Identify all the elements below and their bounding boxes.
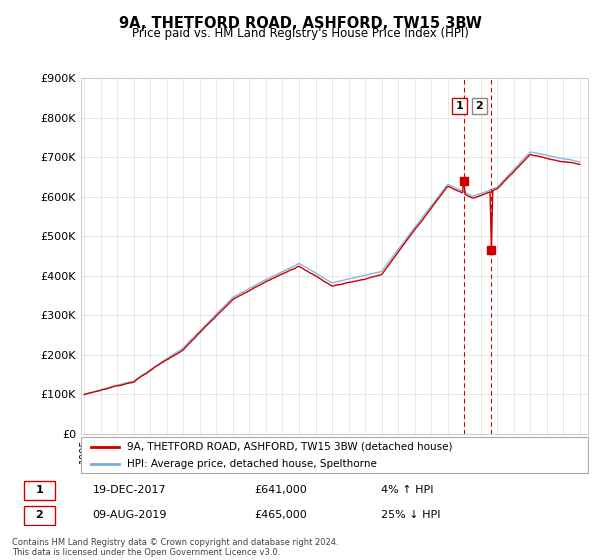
FancyBboxPatch shape (23, 506, 55, 525)
FancyBboxPatch shape (23, 480, 55, 500)
Text: Price paid vs. HM Land Registry's House Price Index (HPI): Price paid vs. HM Land Registry's House … (131, 27, 469, 40)
Text: 25% ↓ HPI: 25% ↓ HPI (380, 510, 440, 520)
Text: 9A, THETFORD ROAD, ASHFORD, TW15 3BW: 9A, THETFORD ROAD, ASHFORD, TW15 3BW (119, 16, 481, 31)
Text: 19-DEC-2017: 19-DEC-2017 (92, 485, 166, 495)
Text: 4% ↑ HPI: 4% ↑ HPI (380, 485, 433, 495)
Text: £465,000: £465,000 (254, 510, 307, 520)
Text: 2: 2 (475, 101, 483, 111)
Text: 09-AUG-2019: 09-AUG-2019 (92, 510, 167, 520)
Text: Contains HM Land Registry data © Crown copyright and database right 2024.
This d: Contains HM Land Registry data © Crown c… (12, 538, 338, 557)
Text: HPI: Average price, detached house, Spelthorne: HPI: Average price, detached house, Spel… (127, 459, 377, 469)
Text: 1: 1 (455, 101, 463, 111)
Text: 1: 1 (35, 485, 43, 495)
Text: £641,000: £641,000 (254, 485, 307, 495)
Text: 2: 2 (35, 510, 43, 520)
Text: 9A, THETFORD ROAD, ASHFORD, TW15 3BW (detached house): 9A, THETFORD ROAD, ASHFORD, TW15 3BW (de… (127, 442, 452, 452)
